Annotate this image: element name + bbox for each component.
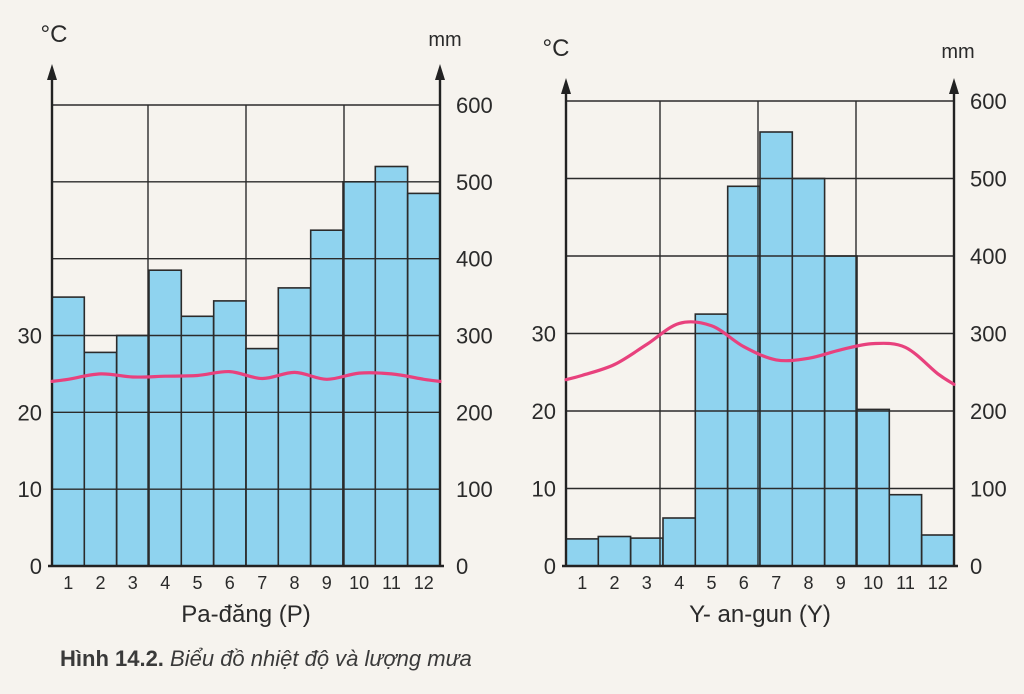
rainfall-bar-month-8 xyxy=(791,177,826,567)
month-tick-label: 2 xyxy=(95,573,105,593)
month-tick-label: 3 xyxy=(128,573,138,593)
month-tick-label: 10 xyxy=(349,573,369,593)
rainfall-bar-month-12 xyxy=(920,534,955,567)
temp-tick-label: 10 xyxy=(18,477,42,502)
rain-tick-label: 100 xyxy=(970,477,1007,502)
rainfall-bar-month-10 xyxy=(856,408,891,567)
rainfall-bar-month-11 xyxy=(888,493,923,567)
month-tick-label: 2 xyxy=(609,573,619,593)
rainfall-bar-month-5 xyxy=(180,315,215,567)
month-tick-label: 12 xyxy=(414,573,434,593)
month-tick-label: 11 xyxy=(382,573,401,593)
temp-tick-label: 0 xyxy=(544,554,556,579)
month-tick-label: 7 xyxy=(771,573,781,593)
month-tick-label: 6 xyxy=(739,573,749,593)
month-tick-label: 6 xyxy=(225,573,235,593)
caption-label: Hình 14.2. xyxy=(60,646,164,671)
rain-unit-label: mm xyxy=(428,29,461,51)
temp-unit-label: °C xyxy=(543,35,570,62)
month-tick-label: 10 xyxy=(863,573,883,593)
rain-axis-arrow-icon xyxy=(435,64,445,80)
temperature-line xyxy=(50,369,442,383)
rain-tick-label: 400 xyxy=(456,247,493,272)
temperature-line xyxy=(564,320,956,386)
rainfall-bar-month-4 xyxy=(662,517,697,567)
rainfall-bar-month-6 xyxy=(212,300,247,567)
temp-tick-label: 20 xyxy=(18,400,42,425)
rainfall-bar-month-7 xyxy=(759,131,794,567)
rainfall-bar-month-1 xyxy=(51,296,86,567)
rainfall-bar-month-8 xyxy=(277,287,312,567)
temp-tick-label: 30 xyxy=(532,322,556,347)
rain-tick-label: 600 xyxy=(456,93,493,118)
station-label: Pa-đăng (P) xyxy=(181,601,310,628)
rainfall-bars xyxy=(51,165,441,567)
temp-tick-label: 20 xyxy=(532,399,556,424)
rainfall-bar-month-4 xyxy=(148,269,183,567)
temp-unit-label: °C xyxy=(41,21,68,48)
rainfall-bar-month-3 xyxy=(115,334,150,567)
month-tick-label: 7 xyxy=(257,573,267,593)
rain-tick-label: 0 xyxy=(456,554,468,579)
rainfall-bar-month-6 xyxy=(726,185,761,567)
month-tick-label: 8 xyxy=(803,573,813,593)
rain-unit-label: mm xyxy=(941,41,974,63)
rainfall-bar-month-5 xyxy=(694,313,729,567)
temp-tick-label: 0 xyxy=(30,554,42,579)
month-tick-label: 3 xyxy=(642,573,652,593)
rainfall-bar-month-2 xyxy=(597,535,632,567)
rain-tick-label: 100 xyxy=(456,477,493,502)
rainfall-bars xyxy=(565,131,955,567)
month-tick-label: 9 xyxy=(836,573,846,593)
rainfall-bar-month-9 xyxy=(309,229,344,567)
rainfall-bar-month-11 xyxy=(374,165,409,567)
rain-tick-label: 0 xyxy=(970,554,982,579)
rainfall-bar-month-1 xyxy=(565,538,600,567)
month-tick-label: 8 xyxy=(289,573,299,593)
rain-tick-label: 300 xyxy=(970,322,1007,347)
temp-tick-label: 10 xyxy=(532,477,556,502)
month-tick-label: 5 xyxy=(706,573,716,593)
temp-axis-arrow-icon xyxy=(561,78,571,94)
rainfall-bar-month-3 xyxy=(629,537,664,567)
month-tick-label: 12 xyxy=(928,573,948,593)
month-tick-label: 4 xyxy=(674,573,684,593)
rain-tick-label: 200 xyxy=(456,400,493,425)
figure-caption: Hình 14.2. Biểu đồ nhiệt độ và lượng mưa xyxy=(60,646,472,672)
month-tick-label: 1 xyxy=(577,573,587,593)
station-label: Y- an-gun (Y) xyxy=(689,601,831,628)
rain-tick-label: 500 xyxy=(970,167,1007,192)
month-tick-label: 9 xyxy=(322,573,332,593)
month-tick-label: 11 xyxy=(896,573,915,593)
month-tick-label: 1 xyxy=(63,573,73,593)
month-tick-label: 5 xyxy=(192,573,202,593)
month-tick-label: 4 xyxy=(160,573,170,593)
temp-axis-arrow-icon xyxy=(47,64,57,80)
rain-tick-label: 400 xyxy=(970,244,1007,269)
rain-tick-label: 200 xyxy=(970,399,1007,424)
rain-tick-label: 300 xyxy=(456,324,493,349)
rainfall-bar-month-7 xyxy=(245,347,280,567)
rain-axis-arrow-icon xyxy=(949,78,959,94)
rain-tick-label: 500 xyxy=(456,170,493,195)
rainfall-bar-month-2 xyxy=(83,351,118,567)
temp-tick-label: 30 xyxy=(18,324,42,349)
caption-text: Biểu đồ nhiệt độ và lượng mưa xyxy=(170,646,472,671)
rain-tick-label: 600 xyxy=(970,89,1007,114)
